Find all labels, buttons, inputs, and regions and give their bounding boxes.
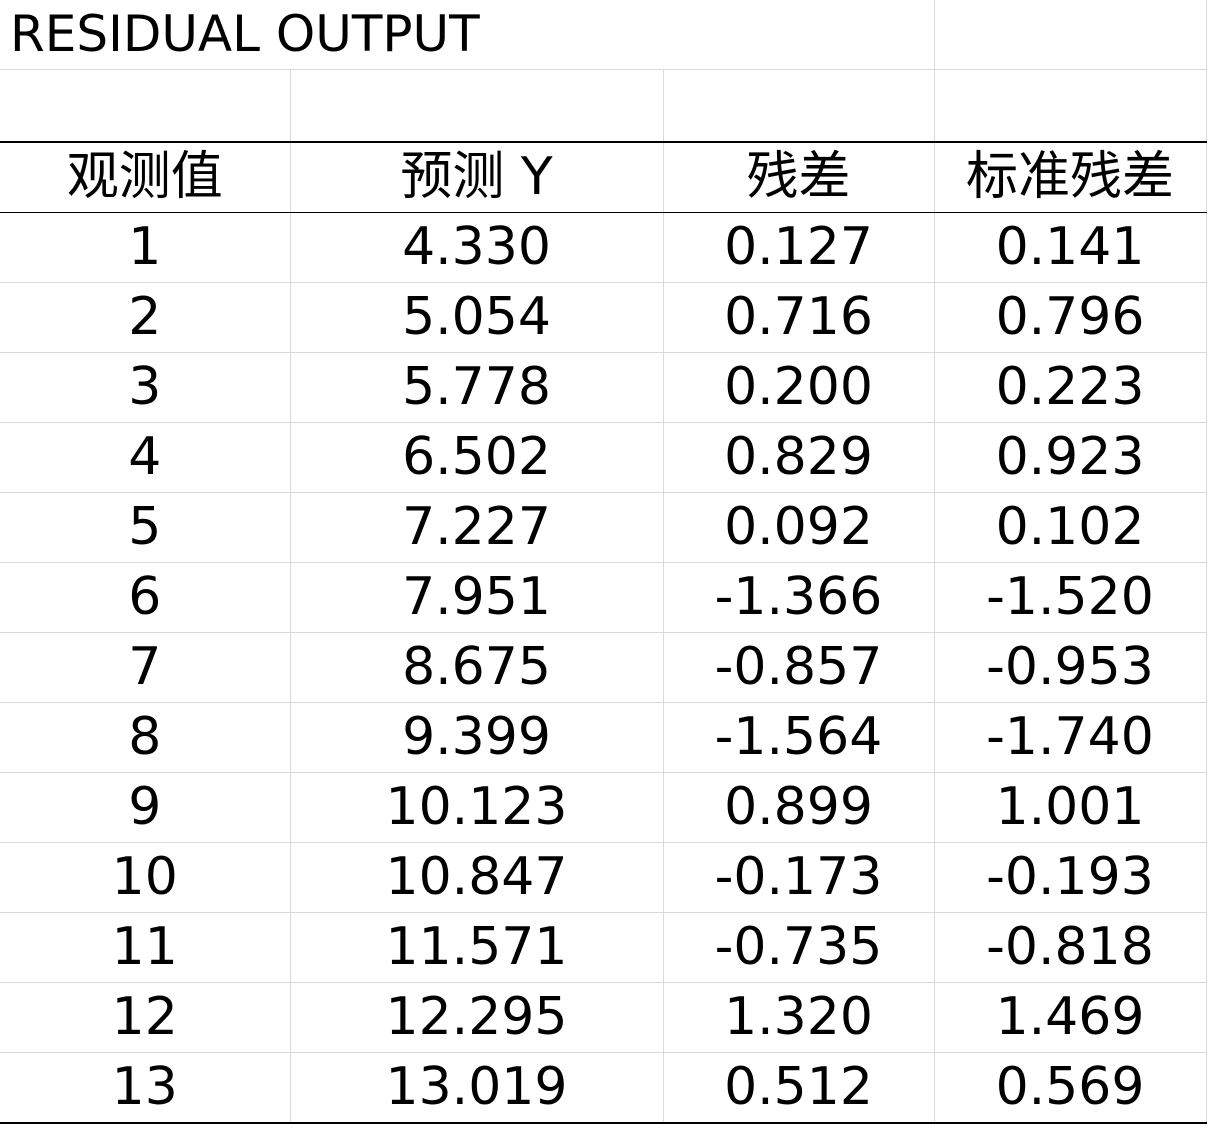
table-row: 8 9.399 -1.564 -1.740 [0,702,1207,773]
column-header-residual[interactable]: 残差 [663,141,935,213]
standard-residual-cell[interactable]: 0.796 [934,282,1207,353]
standard-residual-cell[interactable]: 0.223 [934,352,1207,423]
predicted-y-cell[interactable]: 12.295 [290,982,664,1053]
predicted-y-cell[interactable]: 6.502 [290,422,664,493]
table-row: 7 8.675 -0.857 -0.953 [0,632,1207,703]
observation-cell[interactable]: 13 [0,1052,291,1124]
table-row: 13 13.019 0.512 0.569 [0,1052,1207,1124]
standard-residual-cell[interactable]: 0.923 [934,422,1207,493]
table-row: 5 7.227 0.092 0.102 [0,492,1207,563]
table-row: 9 10.123 0.899 1.001 [0,772,1207,843]
predicted-y-cell[interactable]: 9.399 [290,702,664,773]
residual-cell[interactable]: -0.857 [663,632,935,703]
predicted-y-cell[interactable]: 5.778 [290,352,664,423]
predicted-y-cell[interactable]: 8.675 [290,632,664,703]
standard-residual-cell[interactable]: -0.193 [934,842,1207,913]
observation-cell[interactable]: 8 [0,702,291,773]
standard-residual-cell[interactable]: -0.818 [934,912,1207,983]
column-header-observation[interactable]: 观测值 [0,141,291,213]
observation-cell[interactable]: 6 [0,562,291,633]
standard-residual-cell[interactable]: -0.953 [934,632,1207,703]
cell[interactable] [663,0,935,70]
predicted-y-cell[interactable]: 4.330 [290,212,664,283]
table-row: 11 11.571 -0.735 -0.818 [0,912,1207,983]
observation-cell[interactable]: 9 [0,772,291,843]
residual-cell[interactable]: 0.716 [663,282,935,353]
table-row: 1 4.330 0.127 0.141 [0,212,1207,283]
predicted-y-cell[interactable]: 13.019 [290,1052,664,1124]
observation-cell[interactable]: 12 [0,982,291,1053]
observation-cell[interactable]: 2 [0,282,291,353]
residual-cell[interactable]: 0.512 [663,1052,935,1124]
predicted-y-cell[interactable]: 10.123 [290,772,664,843]
predicted-y-cell[interactable]: 5.054 [290,282,664,353]
predicted-y-cell[interactable]: 10.847 [290,842,664,913]
residual-cell[interactable]: 0.127 [663,212,935,283]
residual-cell[interactable]: 0.899 [663,772,935,843]
column-header-standard-residual[interactable]: 标准残差 [934,141,1207,213]
table-row: 3 5.778 0.200 0.223 [0,352,1207,423]
predicted-y-cell[interactable]: 7.227 [290,492,664,563]
standard-residual-cell[interactable]: -1.740 [934,702,1207,773]
standard-residual-cell[interactable]: 0.569 [934,1052,1207,1124]
residual-cell[interactable]: 0.200 [663,352,935,423]
observation-cell[interactable]: 3 [0,352,291,423]
table-row: 6 7.951 -1.366 -1.520 [0,562,1207,633]
predicted-y-cell[interactable]: 7.951 [290,562,664,633]
title-row: RESIDUAL OUTPUT [0,0,1207,70]
cell[interactable] [934,69,1207,143]
observation-cell[interactable]: 1 [0,212,291,283]
standard-residual-cell[interactable]: 0.141 [934,212,1207,283]
residual-cell[interactable]: -0.173 [663,842,935,913]
observation-cell[interactable]: 4 [0,422,291,493]
table-row: 12 12.295 1.320 1.469 [0,982,1207,1053]
observation-cell[interactable]: 11 [0,912,291,983]
residual-cell[interactable]: -1.564 [663,702,935,773]
cell[interactable] [0,69,291,143]
table-title[interactable]: RESIDUAL OUTPUT [0,0,663,70]
table-row: 10 10.847 -0.173 -0.193 [0,842,1207,913]
standard-residual-cell[interactable]: -1.520 [934,562,1207,633]
blank-row [0,69,1207,143]
cell[interactable] [663,69,935,143]
table-row: 2 5.054 0.716 0.796 [0,282,1207,353]
column-header-predicted-y[interactable]: 预测 Y [290,141,664,213]
header-row: 观测值 预测 Y 残差 标准残差 [0,141,1207,213]
cell[interactable] [934,0,1207,70]
residual-cell[interactable]: -0.735 [663,912,935,983]
standard-residual-cell[interactable]: 0.102 [934,492,1207,563]
observation-cell[interactable]: 10 [0,842,291,913]
observation-cell[interactable]: 7 [0,632,291,703]
observation-cell[interactable]: 5 [0,492,291,563]
standard-residual-cell[interactable]: 1.001 [934,772,1207,843]
residual-cell[interactable]: 1.320 [663,982,935,1053]
residual-cell[interactable]: 0.829 [663,422,935,493]
predicted-y-cell[interactable]: 11.571 [290,912,664,983]
cell[interactable] [290,69,664,143]
residual-cell[interactable]: -1.366 [663,562,935,633]
table-row: 4 6.502 0.829 0.923 [0,422,1207,493]
standard-residual-cell[interactable]: 1.469 [934,982,1207,1053]
residual-cell[interactable]: 0.092 [663,492,935,563]
